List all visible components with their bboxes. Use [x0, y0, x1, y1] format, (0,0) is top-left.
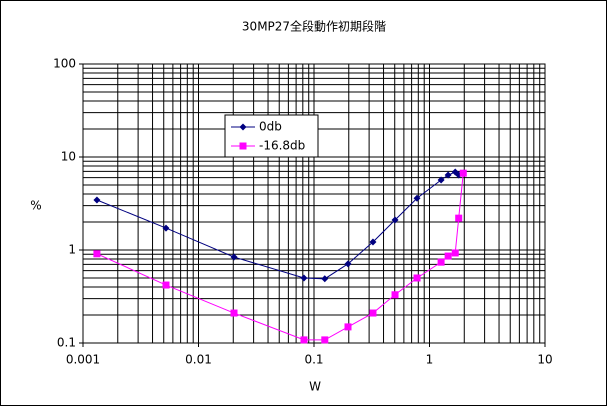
- x-tick-label: 0.1: [304, 353, 323, 367]
- data-point: [413, 194, 421, 202]
- x-axis-label: W: [309, 380, 321, 394]
- data-point: [321, 336, 329, 344]
- legend-box: [224, 114, 319, 158]
- legend-label: 0db: [259, 120, 282, 134]
- data-point: [321, 275, 329, 283]
- y-axis-label: %: [30, 199, 41, 213]
- data-point: [437, 176, 445, 184]
- data-point: [413, 274, 421, 282]
- x-tick-label: 1: [426, 353, 434, 367]
- y-tick-label: 0.1: [57, 336, 76, 350]
- data-point: [391, 291, 399, 299]
- data-point: [369, 238, 377, 246]
- x-tick-label: 10: [537, 353, 552, 367]
- data-point: [455, 214, 463, 222]
- x-tick-label: 0.01: [185, 353, 212, 367]
- x-tick-label: 0.001: [66, 353, 100, 367]
- data-point: [230, 309, 238, 317]
- chart-title: 30MP27全段動作初期段階: [242, 19, 386, 34]
- data-point: [437, 258, 445, 266]
- data-point: [344, 260, 352, 268]
- data-point: [391, 216, 399, 224]
- legend-marker: [239, 123, 247, 131]
- data-point: [344, 323, 352, 331]
- y-tick-label: 1: [68, 243, 76, 257]
- legend-label: -16.8db: [259, 139, 305, 153]
- data-point: [444, 171, 452, 179]
- data-point: [93, 196, 101, 204]
- data-point: [300, 336, 308, 344]
- plot-border: [82, 63, 546, 344]
- data-point: [93, 250, 101, 258]
- data-point: [444, 252, 452, 260]
- data-point: [369, 309, 377, 317]
- y-tick-label: 10: [61, 150, 76, 164]
- legend-marker: [239, 142, 247, 150]
- data-point: [459, 169, 467, 177]
- data-point: [230, 253, 238, 261]
- data-point: [162, 224, 170, 232]
- data-point: [162, 281, 170, 289]
- data-point: [451, 249, 459, 257]
- y-tick-label: 100: [53, 57, 76, 71]
- data-point: [300, 274, 308, 282]
